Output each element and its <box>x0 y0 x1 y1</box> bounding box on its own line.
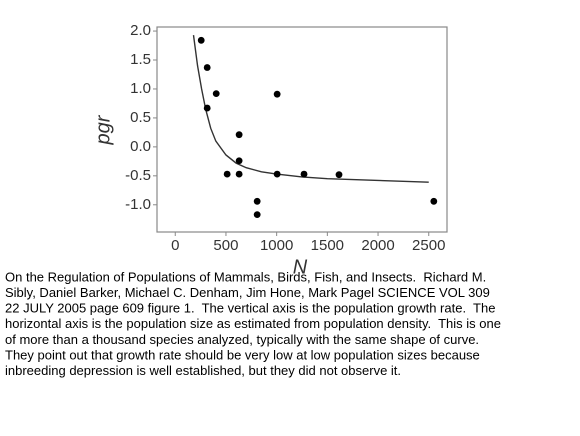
point <box>212 90 220 97</box>
caption-line: horizontal axis is the population size a… <box>5 316 501 331</box>
caption-line: 22 JULY 2005 page 609 figure 1. The vert… <box>5 301 495 316</box>
point <box>273 170 281 178</box>
x-tick-label: 2000 <box>361 237 394 254</box>
y-tick-label: 1.0 <box>130 80 151 97</box>
caption-line: inbreeding depression is well establishe… <box>5 363 401 378</box>
point <box>253 211 261 219</box>
x-tick-label: 2500 <box>412 237 445 254</box>
caption-line: Sibly, Daniel Barker, Michael C. Denham,… <box>5 285 490 300</box>
point <box>235 170 243 178</box>
point <box>203 64 211 71</box>
x-tick-label: 0 <box>171 237 179 254</box>
y-tick-label: 0.5 <box>130 109 151 126</box>
point <box>273 90 281 98</box>
caption-line: They point out that growth rate should b… <box>5 347 480 362</box>
caption-line: On the Regulation of Populations of Mamm… <box>5 269 486 284</box>
y-tick-label: 1.5 <box>130 51 151 68</box>
point <box>335 171 343 179</box>
y-tick-label: 2.0 <box>130 22 151 39</box>
point <box>235 131 243 139</box>
point <box>223 170 231 178</box>
y-tick-label: -0.5 <box>125 167 151 184</box>
fit-curve <box>192 35 429 183</box>
point <box>430 197 438 205</box>
x-tick-label: 500 <box>213 237 238 254</box>
point <box>197 36 205 44</box>
y-axis-label: pgr <box>92 114 114 145</box>
x-tick-label: 1000 <box>260 237 293 254</box>
plot-frame <box>156 26 448 233</box>
x-tick-label: 1500 <box>311 237 344 254</box>
caption-line: of more than a thousand species analyzed… <box>5 332 479 347</box>
x-axis-label: N <box>293 256 308 278</box>
point <box>203 104 211 112</box>
y-tick-label: -1.0 <box>125 196 151 213</box>
point <box>235 157 243 165</box>
y-tick-label: 0.0 <box>130 138 151 155</box>
point <box>300 170 308 178</box>
point <box>253 197 261 205</box>
